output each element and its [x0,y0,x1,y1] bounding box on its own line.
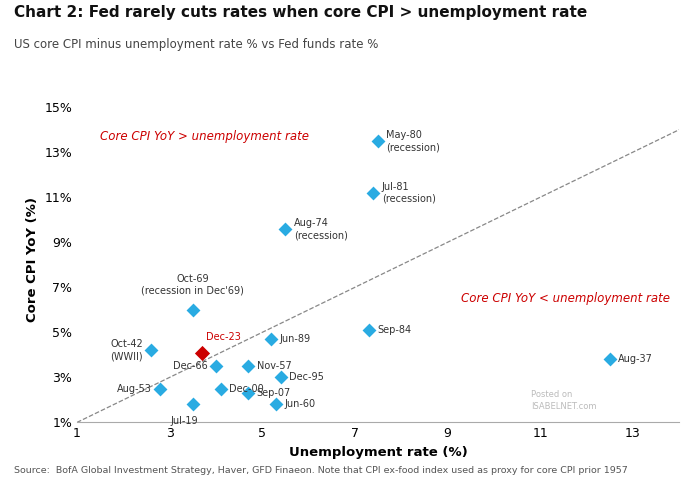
Point [270,400,281,408]
Text: Oct-69
(recession in Dec'69): Oct-69 (recession in Dec'69) [141,274,244,296]
Point [187,306,198,314]
Text: Jun-60: Jun-60 [284,399,316,409]
Text: Aug-74
(recession): Aug-74 (recession) [294,217,348,240]
Text: Aug-53: Aug-53 [117,384,152,394]
Text: Chart 2: Fed rarely cuts rates when core CPI > unemployment rate: Chart 2: Fed rarely cuts rates when core… [14,5,587,20]
X-axis label: Unemployment rate (%): Unemployment rate (%) [288,446,468,459]
Point [155,385,166,393]
Point [210,362,221,370]
Point [215,385,226,393]
Point [243,389,254,397]
Text: May-80
(recession): May-80 (recession) [386,130,440,152]
Point [187,400,198,408]
Text: Sep-84: Sep-84 [377,325,411,335]
Text: Dec-23: Dec-23 [206,332,241,341]
Point [363,326,374,334]
Point [197,349,208,357]
Text: Oct-42
(WWII): Oct-42 (WWII) [110,339,143,361]
Text: Dec-66: Dec-66 [173,361,208,371]
Text: Core CPI YoY < unemployment rate: Core CPI YoY < unemployment rate [461,292,671,305]
Point [372,137,384,145]
Text: Jun-89: Jun-89 [280,334,311,344]
Point [243,362,254,370]
Point [266,335,277,343]
Text: Jul-81
(recession): Jul-81 (recession) [382,181,435,204]
Text: Source:  BofA Global Investment Strategy, Haver, GFD Finaeon. Note that CPI ex-f: Source: BofA Global Investment Strategy,… [14,466,628,475]
Point [604,356,615,363]
Text: Aug-37: Aug-37 [618,354,652,364]
Y-axis label: Core CPI YoY (%): Core CPI YoY (%) [26,197,38,322]
Point [368,189,379,197]
Text: Dec-95: Dec-95 [289,372,324,383]
Text: Nov-57: Nov-57 [257,361,291,371]
Point [280,225,291,233]
Text: Dec-00: Dec-00 [229,384,264,394]
Point [275,373,286,381]
Point [146,347,157,354]
Text: Jul-19: Jul-19 [171,416,198,425]
Text: Posted on
ISABELNET.com: Posted on ISABELNET.com [531,390,596,411]
Text: Core CPI YoY > unemployment rate: Core CPI YoY > unemployment rate [100,130,309,143]
Text: US core CPI minus unemployment rate % vs Fed funds rate %: US core CPI minus unemployment rate % vs… [14,38,379,51]
Text: Sep-07: Sep-07 [257,388,291,398]
